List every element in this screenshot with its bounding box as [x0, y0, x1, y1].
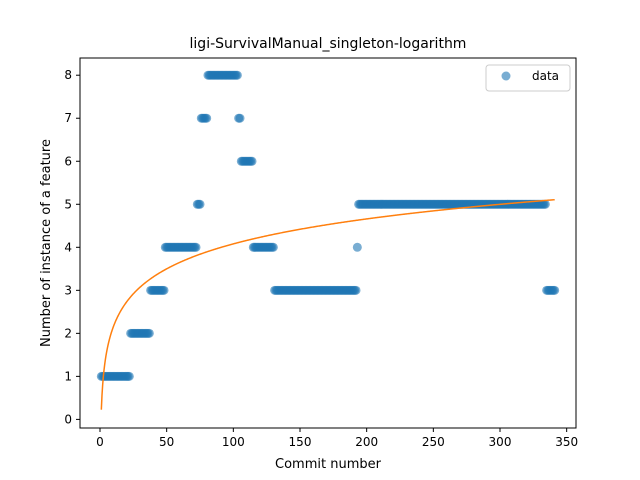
x-tick-label: 0: [96, 435, 104, 449]
y-tick-label: 6: [64, 154, 72, 168]
data-point: [191, 242, 201, 252]
series-layer: [96, 70, 560, 410]
plot-area: [80, 58, 576, 428]
legend-box: [485, 64, 571, 92]
data-point: [268, 242, 278, 252]
x-tick-label: 150: [289, 435, 312, 449]
y-tick-label: 2: [64, 326, 72, 340]
legend-marker: [501, 71, 511, 81]
data-point: [124, 371, 134, 381]
y-tick-label: 8: [64, 68, 72, 82]
data-point: [351, 285, 361, 295]
fit-line: [100, 198, 555, 410]
y-tick-label: 7: [64, 111, 72, 125]
x-tick-label: 250: [422, 435, 445, 449]
x-tick-label: 350: [555, 435, 578, 449]
x-tick-label: 50: [159, 435, 174, 449]
data-point: [195, 199, 205, 209]
data-point: [232, 70, 242, 80]
data-point: [202, 113, 212, 123]
data-point: [247, 156, 257, 166]
legend: data: [485, 64, 571, 92]
data-point: [540, 199, 550, 209]
axes-frame: [79, 57, 577, 429]
data-point: [235, 113, 245, 123]
x-tick-label: 300: [489, 435, 512, 449]
x-axis-label: Commit number: [275, 457, 382, 472]
y-axis-label: Number of instance of a feature: [39, 139, 54, 347]
x-tick-label: 200: [355, 435, 378, 449]
data-point: [550, 285, 560, 295]
data-point: [144, 328, 154, 338]
chart-title: ligi-SurvivalManual_singleton-logarithm: [190, 36, 467, 52]
legend-label-data: data: [532, 69, 559, 83]
y-tick-label: 4: [64, 240, 72, 254]
y-tick-label: 5: [64, 197, 72, 211]
y-tick-label: 0: [64, 412, 72, 426]
x-tick-label: 100: [222, 435, 245, 449]
data-point: [352, 242, 362, 252]
y-tick-label: 3: [64, 283, 72, 297]
axes-layer: 0 50 100 150 200 250 300 350 0 1 2 3 4 5 6 7 8: [64, 57, 578, 449]
data-point: [159, 285, 169, 295]
y-tick-label: 1: [64, 369, 72, 383]
